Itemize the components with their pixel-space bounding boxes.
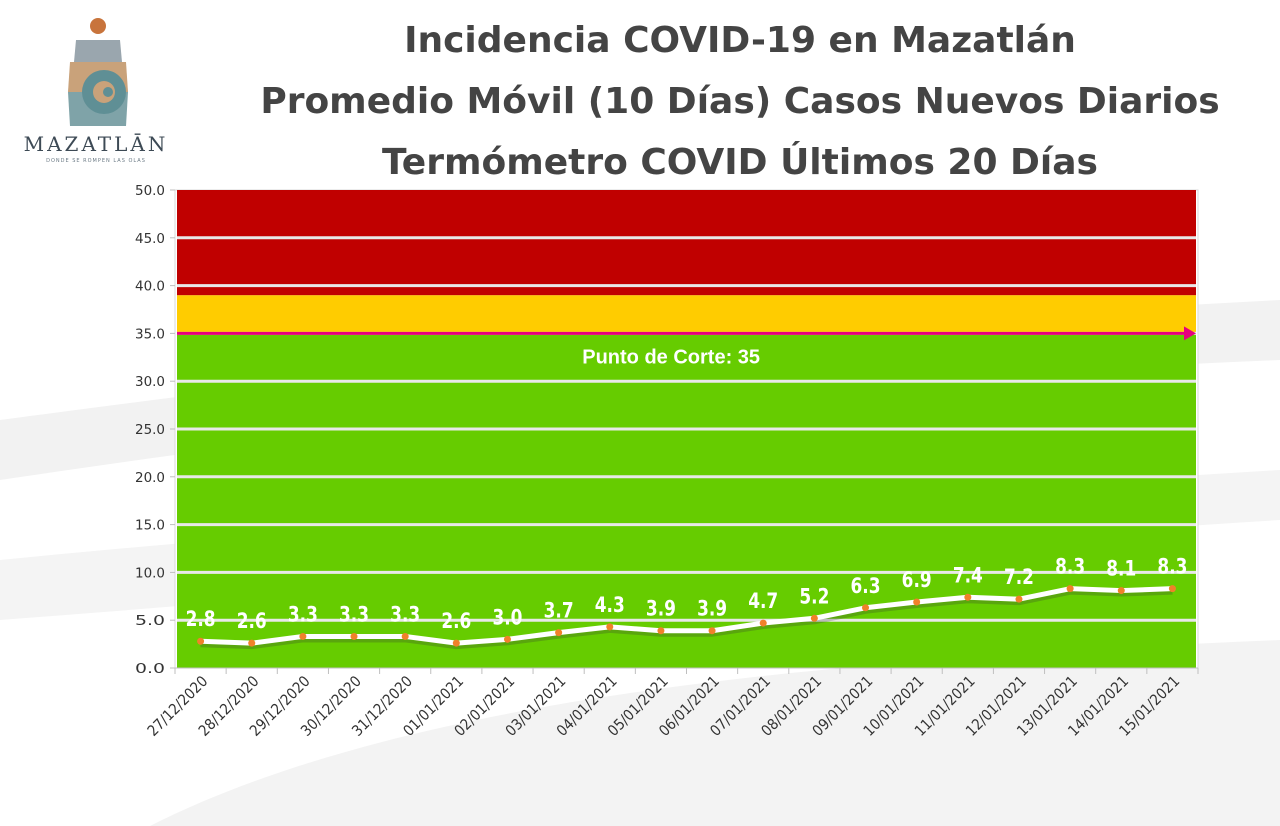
- y-tick-label-1: 5.0: [135, 614, 165, 629]
- series-line: [200, 586, 1173, 646]
- data-label-16: 7.2: [1004, 565, 1034, 589]
- chart-subtitle-2: Termómetro COVID Últimos 20 Días: [382, 142, 1098, 183]
- data-label-15: 7.4: [953, 563, 983, 587]
- zone-band-1: [177, 295, 1196, 334]
- y-tick-label-8: 40.0: [135, 280, 165, 295]
- threshold-arrow-icon: [1184, 326, 1196, 341]
- data-point-17: [1066, 585, 1074, 593]
- y-tick-label-4: 20.0: [135, 471, 165, 486]
- data-label-8: 4.3: [595, 593, 625, 617]
- data-label-4: 3.3: [390, 602, 420, 626]
- data-point-12: [810, 614, 818, 622]
- y-tick-label-6: 30.0: [135, 375, 165, 390]
- data-point-11: [759, 619, 767, 627]
- data-label-12: 5.2: [799, 584, 829, 608]
- data-label-11: 4.7: [748, 589, 778, 613]
- data-label-13: 6.3: [851, 574, 881, 598]
- data-label-6: 3.0: [492, 605, 522, 629]
- y-tick-label-0: 0.0: [135, 662, 165, 677]
- data-point-1: [248, 639, 256, 647]
- data-label-10: 3.9: [697, 597, 727, 621]
- data-point-3: [350, 632, 358, 640]
- data-point-5: [452, 639, 460, 647]
- data-point-8: [606, 623, 614, 631]
- data-label-9: 3.9: [646, 597, 676, 621]
- data-label-18: 8.1: [1106, 557, 1136, 581]
- data-point-9: [657, 627, 665, 635]
- data-point-14: [913, 598, 921, 606]
- chart-title-block: Incidencia COVID-19 en Mazatlán Promedio…: [230, 10, 1250, 193]
- data-point-6: [503, 635, 511, 643]
- chart-subtitle: Promedio Móvil (10 Días) Casos Nuevos Di…: [260, 81, 1220, 122]
- logo-wordmark: MAZATLĀN: [23, 132, 169, 156]
- y-tick-label-2: 10.0: [135, 566, 165, 581]
- chart-title: Incidencia COVID-19 en Mazatlán: [404, 20, 1076, 61]
- logo-tagline: DONDE SE ROMPEN LAS OLAS: [46, 158, 146, 164]
- y-tick-label-9: 45.0: [135, 232, 165, 247]
- data-point-16: [1015, 595, 1023, 603]
- data-point-0: [197, 637, 205, 645]
- data-point-18: [1117, 587, 1125, 595]
- data-label-2: 3.3: [288, 602, 318, 626]
- data-label-7: 3.7: [544, 599, 574, 623]
- data-point-7: [555, 629, 563, 637]
- data-label-19: 8.3: [1157, 555, 1187, 579]
- data-label-1: 2.6: [237, 609, 267, 633]
- data-point-13: [862, 604, 870, 612]
- zone-band-2: [177, 190, 1196, 296]
- y-tick-label-10: 50.0: [135, 184, 165, 199]
- data-label-5: 2.6: [441, 609, 471, 633]
- data-label-0: 2.8: [186, 607, 216, 631]
- y-tick-label-5: 25.0: [135, 423, 165, 438]
- data-point-15: [964, 593, 972, 601]
- zone-band-0: [177, 333, 1196, 668]
- mazatlan-logo-icon: [68, 18, 128, 126]
- data-point-19: [1168, 585, 1176, 593]
- data-point-4: [401, 632, 409, 640]
- y-tick-label-3: 15.0: [135, 519, 165, 534]
- data-label-3: 3.3: [339, 602, 369, 626]
- threshold-label: Punto de Corte: 35: [582, 346, 760, 368]
- data-point-2: [299, 632, 307, 640]
- y-tick-label-7: 35.0: [135, 327, 165, 342]
- data-label-17: 8.3: [1055, 555, 1085, 579]
- data-point-10: [708, 627, 716, 635]
- data-label-14: 6.9: [902, 568, 932, 592]
